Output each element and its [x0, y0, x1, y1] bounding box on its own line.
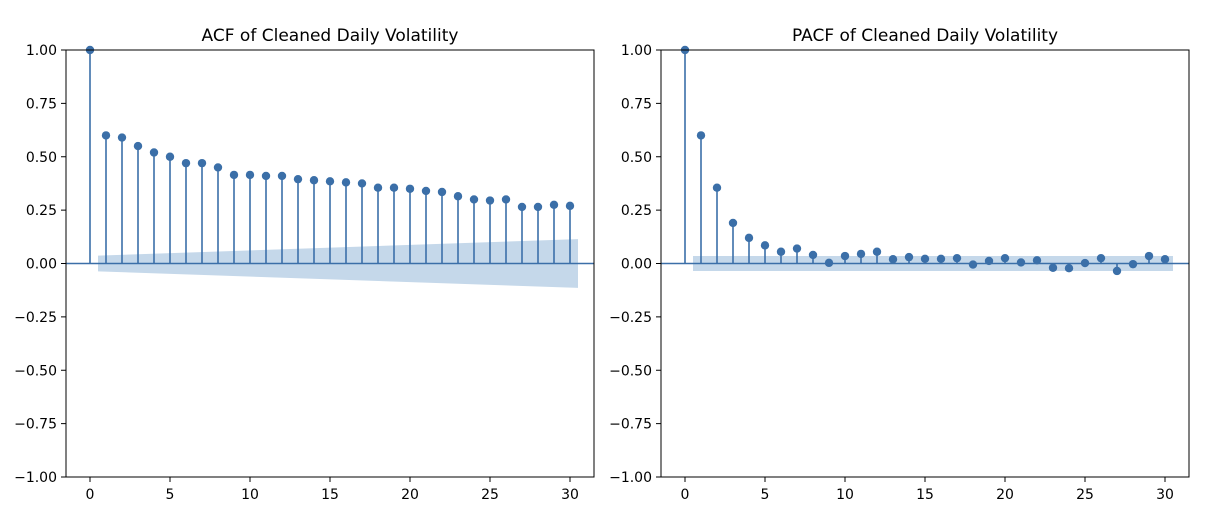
pacf-marker [696, 131, 706, 140]
acf-ytick-label: 0.50 [26, 150, 57, 166]
pacf-xtick-label: 5 [761, 487, 770, 503]
acf-marker [181, 158, 191, 168]
pacf-marker [1160, 255, 1170, 264]
acf-xtick-label: 30 [561, 487, 579, 503]
pacf-marker [776, 247, 786, 256]
acf-marker [405, 184, 415, 193]
acf-marker [101, 131, 111, 140]
acf-marker [469, 195, 479, 204]
pacf-xtick-label: 15 [916, 487, 934, 503]
acf-ytick-label: 0.00 [26, 257, 57, 273]
pacf-title: PACF of Cleaned Daily Volatility [792, 26, 1058, 46]
pacf-marker [888, 255, 898, 264]
acf-marker [229, 170, 239, 180]
acf-ytick-label: −0.75 [14, 417, 57, 433]
acf-marker [533, 202, 543, 212]
pacf-ytick-label: −1.00 [609, 470, 652, 486]
pacf-marker [1048, 263, 1058, 272]
acf-marker [261, 171, 271, 181]
acf-marker [197, 158, 207, 168]
acf-marker [293, 174, 303, 184]
pacf-xtick-label: 0 [681, 487, 690, 503]
pacf-ytick-label: −0.75 [609, 417, 652, 433]
acf-xtick-label: 20 [401, 487, 419, 503]
acf-marker [453, 192, 463, 201]
pacf-marker [952, 253, 962, 263]
acf-marker [549, 200, 559, 209]
acf-ytick-label: 0.25 [26, 203, 57, 219]
acf-marker [517, 202, 527, 212]
pacf-ytick-label: 0.50 [621, 150, 652, 166]
pacf-marker [920, 254, 930, 264]
pacf-marker [792, 244, 802, 253]
pacf-ytick-label: 0.75 [621, 96, 652, 112]
pacf-marker [1096, 253, 1106, 263]
acf-marker [165, 152, 175, 161]
pacf-marker [744, 233, 754, 243]
acf-marker [389, 183, 399, 192]
pacf-marker [728, 218, 738, 228]
pacf-marker [1144, 251, 1154, 261]
pacf-marker [1112, 266, 1122, 276]
pacf-marker [984, 256, 994, 266]
acf-marker [501, 195, 511, 204]
acf-panel: ACF of Cleaned Daily Volatility 1.00 0.75… [14, 26, 595, 503]
acf-xtick-label: 15 [321, 487, 339, 503]
acf-marker [325, 177, 335, 186]
pacf-xtick-label: 25 [1076, 487, 1094, 503]
acf-ytick-label: 1.00 [26, 43, 57, 59]
acf-marker [309, 176, 319, 185]
pacf-ytick-label: −0.25 [609, 310, 652, 326]
acf-marker [149, 148, 159, 157]
pacf-marker [968, 260, 978, 269]
acf-ytick-label: −0.25 [14, 310, 57, 326]
pacf-marker [840, 251, 850, 261]
acf-marker [117, 133, 127, 142]
pacf-marker [760, 241, 770, 250]
acf-xtick-label: 10 [241, 487, 259, 503]
acf-marker [373, 183, 383, 192]
acf-ytick-label: 0.75 [26, 96, 57, 112]
acf-marker [357, 179, 367, 188]
acf-xtick-label: 25 [481, 487, 499, 503]
acf-marker [341, 178, 351, 187]
acf-marker [277, 171, 287, 181]
acf-ytick-label: −0.50 [14, 363, 57, 379]
pacf-marker [936, 254, 946, 264]
pacf-ytick-label: 0.00 [621, 257, 652, 273]
acf-marker [565, 201, 575, 211]
acf-marker [485, 196, 495, 205]
pacf-marker [712, 183, 722, 192]
acf-xtick-label: 0 [86, 487, 95, 503]
acf-marker [213, 163, 223, 172]
acf-marker [437, 187, 447, 197]
pacf-marker [904, 252, 914, 262]
pacf-marker [1032, 256, 1042, 265]
pacf-marker [824, 258, 834, 268]
acf-marker [245, 170, 255, 180]
pacf-marker [1080, 258, 1090, 268]
pacf-xtick-label: 20 [996, 487, 1014, 503]
pacf-ytick-label: 0.25 [621, 203, 652, 219]
acf-marker [421, 186, 431, 196]
pacf-ytick-label: 1.00 [621, 43, 652, 59]
pacf-xtick-label: 30 [1156, 487, 1174, 503]
pacf-marker [1000, 253, 1010, 263]
acf-marker [133, 141, 143, 151]
pacf-marker [1128, 259, 1138, 269]
pacf-panel: PACF of Cleaned Daily Volatility 1.00 0.7… [609, 26, 1190, 503]
pacf-marker [856, 249, 866, 259]
pacf-xtick-label: 10 [836, 487, 854, 503]
pacf-marker [808, 250, 818, 260]
pacf-marker [872, 247, 882, 256]
acf-xtick-label: 5 [166, 487, 175, 503]
pacf-ytick-label: −0.50 [609, 363, 652, 379]
acf-ytick-label: −1.00 [14, 470, 57, 486]
acf-title: ACF of Cleaned Daily Volatility [202, 26, 459, 46]
pacf-marker [1064, 263, 1074, 273]
pacf-marker [1016, 258, 1026, 267]
